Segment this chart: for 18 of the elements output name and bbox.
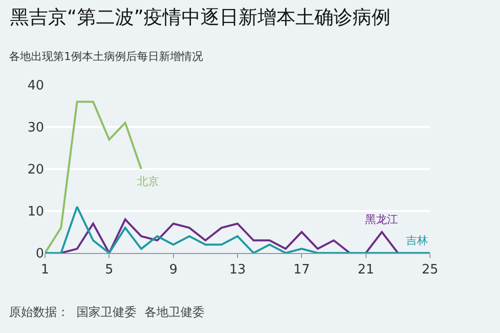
series-label: 北京 xyxy=(137,175,159,188)
x-tick-label: 25 xyxy=(422,262,438,278)
series-label: 吉林 xyxy=(406,234,428,247)
x-tick-label: 17 xyxy=(293,262,310,278)
x-tick-label: 5 xyxy=(105,262,114,278)
text: 原始数据： 国家卫健委 各地卫健委 xyxy=(9,305,204,319)
x-tick-label: 1 xyxy=(40,262,50,278)
y-tick-label: 40 xyxy=(27,78,44,94)
chart-title: 黑吉京“第二波”疫情中逐日新增本土确诊病例 xyxy=(10,6,391,28)
series-label: 黑龙江 xyxy=(365,213,398,226)
x-tick-label: 13 xyxy=(229,262,246,278)
x-tick-label: 21 xyxy=(358,262,374,278)
y-tick-label: 30 xyxy=(27,120,44,136)
y-tick-label: 20 xyxy=(27,162,44,178)
chart-subtitle: 各地出现第1例本土病例后每日新增情况 xyxy=(9,50,203,63)
y-tick-label: 0 xyxy=(36,246,44,262)
x-tick-label: 9 xyxy=(169,262,178,278)
y-tick-label: 10 xyxy=(27,204,44,220)
